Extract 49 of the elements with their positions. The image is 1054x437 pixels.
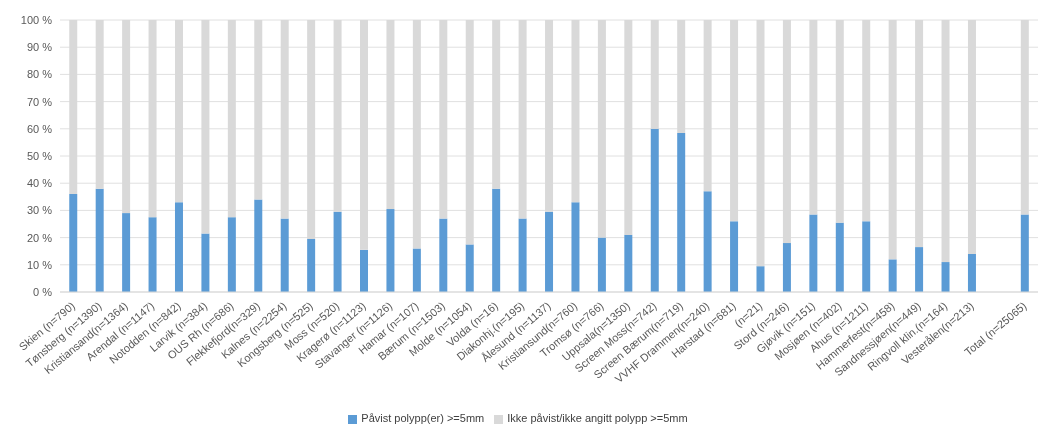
bar bbox=[307, 238, 316, 292]
y-tick-label: 60 % bbox=[26, 122, 53, 135]
bar bbox=[1020, 214, 1029, 292]
bar bbox=[439, 218, 448, 292]
bar bbox=[624, 234, 633, 292]
y-tick-label: 100 % bbox=[20, 13, 53, 26]
bar bbox=[730, 221, 739, 292]
bar bbox=[782, 243, 791, 292]
bar bbox=[412, 248, 421, 292]
y-tick-label: 20 % bbox=[26, 231, 53, 244]
bar bbox=[677, 132, 686, 292]
bar bbox=[597, 237, 606, 292]
y-tick-label: 50 % bbox=[26, 149, 53, 162]
bar bbox=[915, 247, 924, 292]
y-tick-label: 0 % bbox=[33, 285, 53, 298]
bar bbox=[571, 202, 580, 292]
bar bbox=[703, 191, 712, 292]
y-tick-label: 80 % bbox=[26, 68, 53, 81]
bar bbox=[809, 214, 818, 292]
y-tick-label: 40 % bbox=[26, 177, 53, 190]
bar bbox=[650, 128, 659, 292]
legend-label: Påvist polypp(er) >=5mm bbox=[361, 412, 485, 424]
y-tick-label: 90 % bbox=[26, 41, 53, 54]
y-tick-label: 10 % bbox=[26, 258, 53, 271]
bar bbox=[174, 202, 183, 292]
bar bbox=[201, 233, 210, 292]
bar bbox=[280, 218, 289, 292]
y-tick-label: 70 % bbox=[26, 95, 53, 108]
bar bbox=[835, 222, 844, 292]
bar bbox=[518, 218, 527, 292]
y-tick-label: 30 % bbox=[26, 204, 53, 217]
bar bbox=[254, 199, 263, 292]
bar bbox=[465, 244, 474, 292]
bar bbox=[888, 259, 897, 292]
bar bbox=[333, 211, 342, 292]
bar bbox=[227, 217, 236, 292]
bar bbox=[386, 209, 395, 292]
bar bbox=[360, 249, 369, 292]
bar bbox=[148, 217, 157, 292]
bar bbox=[756, 266, 765, 292]
bar bbox=[122, 213, 131, 292]
bar bbox=[545, 211, 554, 292]
bar bbox=[492, 188, 501, 292]
legend-label: Ikke påvist/ikke angitt polypp >=5mm bbox=[507, 412, 688, 424]
bar bbox=[69, 194, 78, 292]
bar bbox=[941, 262, 950, 292]
bar bbox=[967, 253, 976, 292]
bar bbox=[862, 221, 871, 292]
bar bbox=[95, 188, 104, 292]
